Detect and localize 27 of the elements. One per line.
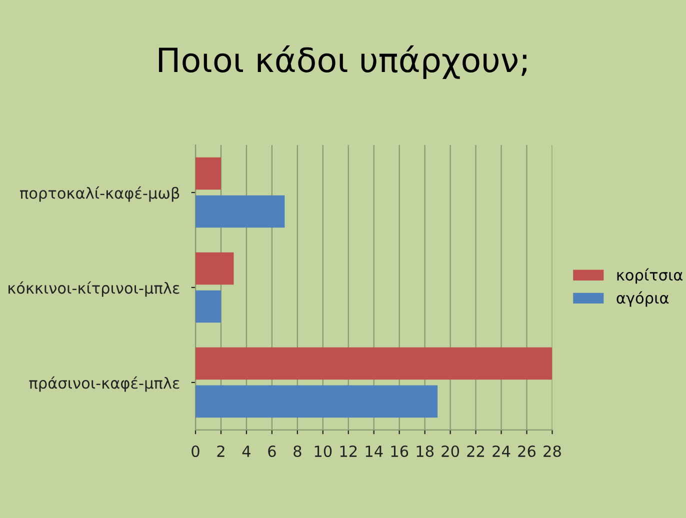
x-tick-label: 6: [268, 445, 276, 458]
x-tick-label: 22: [467, 445, 484, 457]
legend-label: κορίτσια: [617, 268, 682, 284]
bar: [196, 385, 438, 418]
x-tick-label: 28: [544, 445, 561, 458]
x-tick-label: 18: [416, 445, 434, 458]
bar: [196, 195, 285, 228]
x-tick-label: 10: [314, 445, 332, 458]
x-tick-label: 26: [518, 445, 536, 458]
bar: [196, 290, 221, 323]
y-tick-label: πράσινοι-καφέ-μπλε: [29, 376, 180, 392]
x-tick-label: 14: [366, 446, 383, 457]
bar: [196, 157, 221, 190]
legend-label: αγόρια: [616, 291, 669, 307]
x-tick-label: 24: [492, 445, 510, 457]
bar: [196, 252, 234, 285]
y-tick-label: κόκκινοι-κίτρινοι-μπλε: [8, 281, 180, 297]
x-tick-label: 8: [294, 445, 302, 458]
x-tick-label: 0: [192, 445, 200, 458]
x-tick-label: 2: [217, 445, 224, 457]
y-tick-label: πορτοκαλί-καφέ-μωβ: [20, 186, 180, 202]
chart-title: Ποιοι κάδοι υπάρχουν;: [158, 45, 526, 79]
x-tick-label: 4: [242, 446, 250, 457]
x-tick-label: 12: [340, 445, 357, 457]
bar: [196, 347, 552, 380]
x-tick-label: 20: [442, 445, 460, 458]
x-tick-label: 16: [391, 445, 408, 458]
